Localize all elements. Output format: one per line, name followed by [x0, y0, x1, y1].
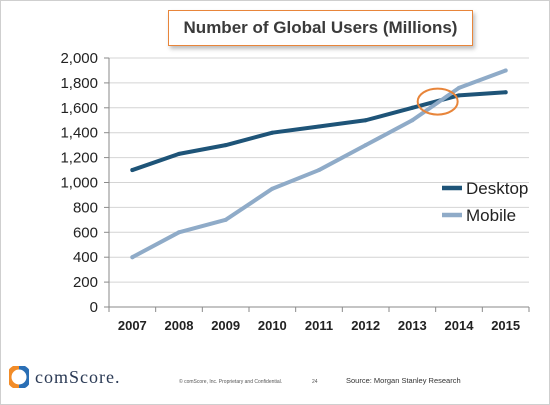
- y-tick-label: 2,000: [60, 50, 98, 67]
- series-line-desktop: [130, 90, 508, 173]
- data-point-desktop: [363, 118, 368, 123]
- page-number: 24: [312, 379, 318, 385]
- confidential-note: © comScore, Inc. Proprietary and Confide…: [179, 379, 283, 385]
- x-tick-label: 2011: [305, 318, 333, 333]
- data-point-desktop: [177, 151, 181, 156]
- y-tick-label: 1,200: [60, 150, 98, 167]
- data-point-mobile: [457, 85, 461, 90]
- x-tick-label: 2015: [491, 318, 520, 333]
- y-tick-label: 1,000: [60, 175, 98, 192]
- legend: Desktop Mobile: [442, 179, 528, 225]
- data-point-desktop: [457, 93, 461, 98]
- chart-title: Number of Global Users (Millions): [168, 10, 473, 46]
- y-tick-label: 600: [73, 224, 98, 241]
- brand-logo: comScore.: [9, 366, 120, 388]
- data-point-mobile: [177, 230, 181, 235]
- data-point-desktop: [410, 105, 415, 110]
- data-point-desktop: [223, 143, 228, 148]
- data-point-desktop: [270, 130, 275, 135]
- data-point-mobile: [410, 118, 415, 123]
- data-point-desktop: [130, 168, 135, 173]
- y-tick-label: 800: [73, 199, 98, 216]
- data-point-mobile: [363, 143, 368, 148]
- y-tick-label: 1,600: [60, 100, 98, 117]
- x-tick-label: 2008: [165, 318, 194, 333]
- y-tick-label: 0: [90, 299, 98, 316]
- y-tick-label: 200: [73, 274, 98, 291]
- x-tick-label: 2014: [445, 318, 475, 333]
- grid-lines: [109, 57, 529, 283]
- data-point-desktop: [503, 90, 508, 95]
- x-tick-label: 2012: [351, 318, 380, 333]
- y-axis-ticks: 0 200 400 600 800 1,000 1,200 1,400 1,600 1,800 2,…: [60, 50, 529, 316]
- comscore-logo-icon: [9, 366, 29, 388]
- annotation-group: [416, 87, 459, 116]
- y-tick-label: 1,400: [60, 125, 98, 142]
- data-point-mobile: [317, 168, 321, 173]
- legend-label-mobile: Mobile: [466, 206, 516, 225]
- data-point-desktop: [317, 124, 321, 129]
- data-point-mobile: [503, 68, 508, 73]
- crossover-highlight-circle: [416, 87, 459, 116]
- y-tick-label: 400: [73, 249, 98, 266]
- data-point-mobile: [130, 255, 135, 260]
- brand-name: comScore.: [35, 366, 121, 387]
- source-note: Source: Morgan Stanley Research: [346, 376, 461, 385]
- x-tick-label: 2013: [398, 318, 427, 333]
- data-point-mobile: [223, 217, 228, 222]
- x-tick-label: 2009: [211, 318, 240, 333]
- data-point-mobile: [270, 186, 275, 191]
- x-tick-label: 2010: [258, 318, 287, 333]
- x-tick-label: 2007: [118, 318, 147, 333]
- series-group: [130, 68, 508, 260]
- x-axis-ticks: 2007 2008 2009 2010 2011 2012 2013 2014 2015: [108, 307, 530, 333]
- legend-label-desktop: Desktop: [466, 179, 528, 198]
- y-tick-label: 1,800: [60, 75, 98, 92]
